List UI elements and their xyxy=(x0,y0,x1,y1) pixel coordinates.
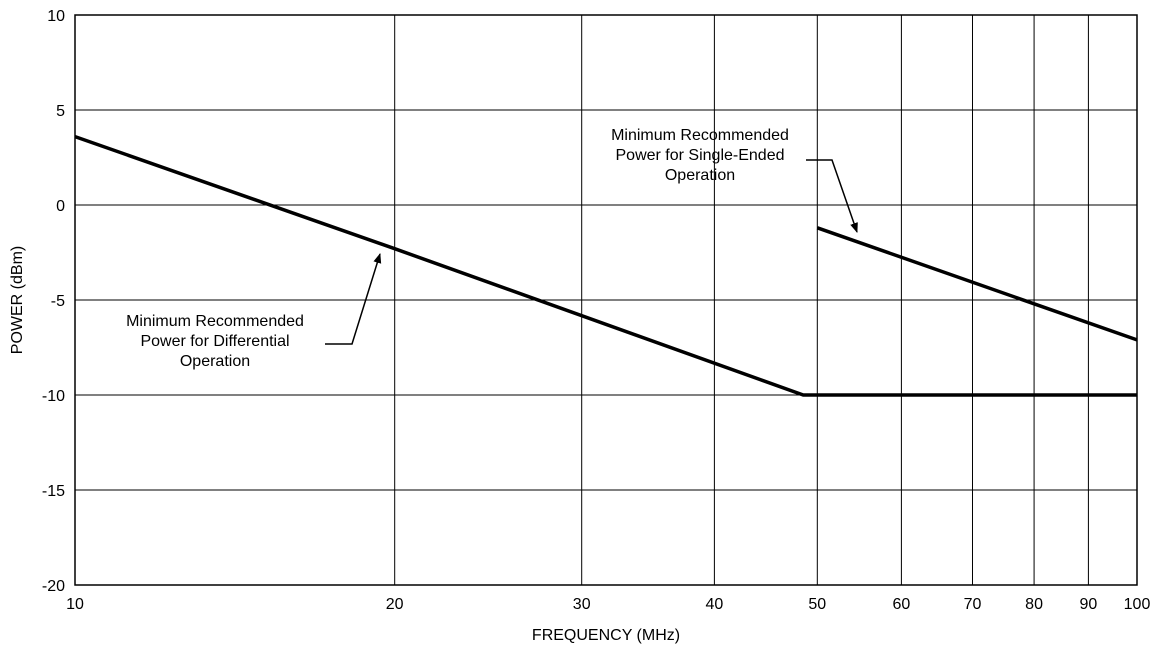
y-tick-label: -20 xyxy=(42,578,65,595)
x-tick-label: 40 xyxy=(705,596,723,613)
x-tick-labels: 10 20 30 40 50 60 70 80 90 100 xyxy=(66,596,1150,613)
annotation-text-line: Minimum Recommended xyxy=(611,127,789,144)
y-tick-label: 10 xyxy=(47,8,65,25)
x-tick-label: 20 xyxy=(386,596,404,613)
x-tick-label: 100 xyxy=(1124,596,1151,613)
x-tick-label: 90 xyxy=(1080,596,1098,613)
annotation-single-ended: Minimum Recommended Power for Single-Ende… xyxy=(611,127,857,232)
annotation-leader-arrow xyxy=(806,160,857,232)
annotation-text-line: Operation xyxy=(180,353,250,370)
annotation-text-line: Power for Differential xyxy=(140,333,289,350)
annotation-text-line: Operation xyxy=(665,167,735,184)
y-tick-labels: 10 5 0 -5 -10 -15 -20 xyxy=(42,8,65,595)
x-tick-label: 70 xyxy=(964,596,982,613)
x-tick-label: 60 xyxy=(892,596,910,613)
x-tick-label: 80 xyxy=(1025,596,1043,613)
y-tick-label: -15 xyxy=(42,483,65,500)
annotation-leader-arrow xyxy=(325,254,380,344)
y-axis-label: POWER (dBm) xyxy=(9,246,26,354)
y-tick-label: 0 xyxy=(56,198,65,215)
annotation-differential: Minimum Recommended Power for Differentia… xyxy=(126,254,380,370)
x-tick-label: 10 xyxy=(66,596,84,613)
x-tick-label: 50 xyxy=(808,596,826,613)
annotation-text-line: Power for Single-Ended xyxy=(616,147,785,164)
annotations: Minimum Recommended Power for Differentia… xyxy=(126,127,857,370)
y-tick-label: -10 xyxy=(42,388,65,405)
y-tick-label: -5 xyxy=(51,293,65,310)
annotation-text-line: Minimum Recommended xyxy=(126,313,304,330)
x-axis-label: FREQUENCY (MHz) xyxy=(532,627,680,644)
y-tick-label: 5 xyxy=(56,103,65,120)
single-ended-power-line xyxy=(817,228,1137,340)
grid-lines xyxy=(75,15,1137,585)
x-tick-label: 30 xyxy=(573,596,591,613)
